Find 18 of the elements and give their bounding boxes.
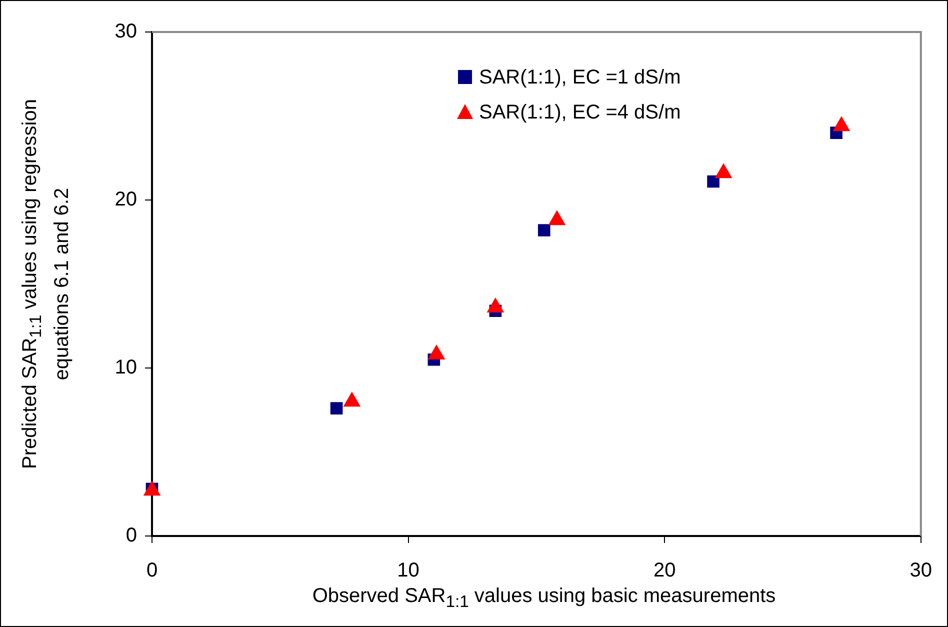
- y-tick-label: 30: [114, 20, 137, 43]
- point: [833, 116, 850, 132]
- point: [548, 210, 566, 226]
- x-tick-label: 10: [397, 560, 420, 582]
- point: [428, 345, 445, 360]
- x-axis-title: Observed SAR$_{1:1}$ values using basic measurements: [311, 585, 777, 612]
- y-tick-label: 20: [114, 188, 137, 211]
- x-tick-label: 20: [653, 560, 676, 582]
- x-tick-label: 30: [910, 560, 932, 582]
- point: [715, 164, 732, 178]
- point: [538, 224, 550, 236]
- point: [487, 298, 504, 313]
- y-tick-label: 0: [126, 524, 137, 547]
- legend-label: SAR(1:1), EC =1 dS/m: [479, 66, 681, 89]
- y-tick-label: 10: [114, 356, 137, 379]
- x-tick-label: 0: [146, 560, 158, 582]
- legend-label: SAR(1:1), EC =4 dS/m: [479, 102, 681, 124]
- point: [330, 402, 343, 414]
